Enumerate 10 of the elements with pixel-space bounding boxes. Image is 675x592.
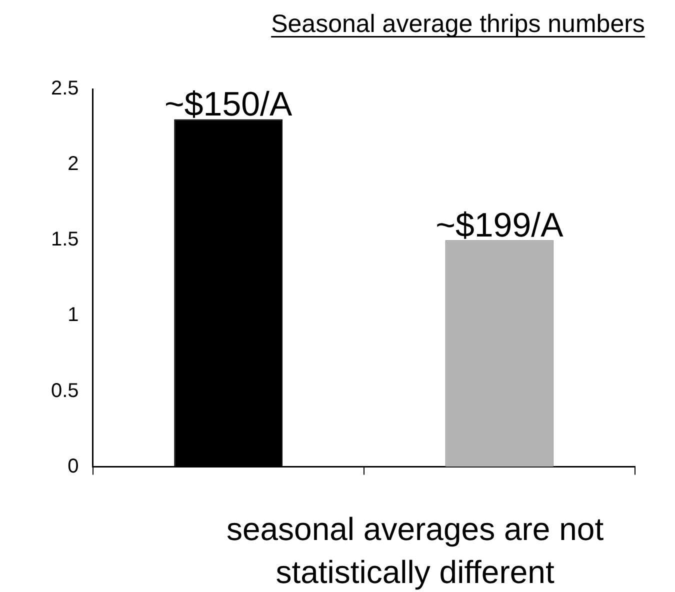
y-tick-label: 1.5 [50, 228, 79, 251]
y-tick-label: 1 [68, 304, 79, 326]
annotation: ~$150/A [164, 86, 292, 124]
y-tick-label: 0 [68, 455, 79, 478]
chart-title: Seasonal average thrips numbers [271, 10, 645, 38]
text: seasonal averages are not statistically different [226, 511, 604, 590]
annotation: ~$199/A [436, 206, 564, 244]
y-tick-label: 2 [68, 153, 79, 176]
y-tick-label: 2.5 [50, 78, 79, 100]
y-tick-label: 0.5 [50, 380, 79, 402]
